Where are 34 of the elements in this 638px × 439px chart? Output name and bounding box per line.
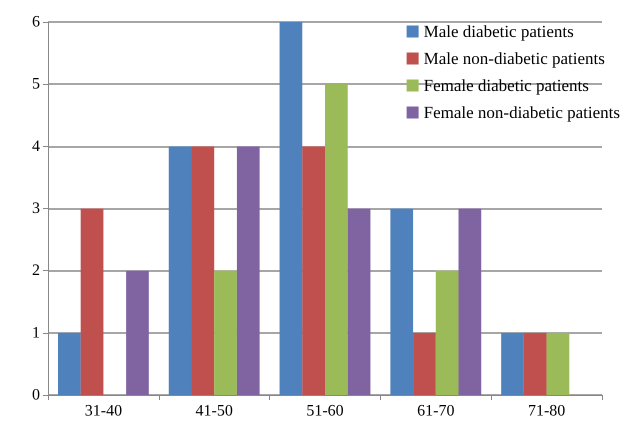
bar bbox=[390, 208, 414, 395]
x-tick-label: 61-70 bbox=[417, 402, 454, 420]
y-tick-label: 5 bbox=[32, 76, 40, 93]
x-tick-label: 31-40 bbox=[84, 402, 122, 420]
x-tick-label: 71-80 bbox=[528, 402, 566, 420]
bar bbox=[413, 332, 436, 395]
bar bbox=[280, 22, 302, 395]
bar bbox=[80, 208, 104, 395]
x-tick-label: 51-60 bbox=[306, 402, 344, 420]
y-tick-label: 1 bbox=[32, 324, 40, 342]
bar bbox=[302, 146, 325, 395]
bar bbox=[58, 332, 81, 395]
y-tick-label: 3 bbox=[32, 200, 40, 217]
bar bbox=[546, 332, 570, 395]
bar bbox=[236, 146, 260, 395]
legend-label: Male non-diabetic patients bbox=[424, 49, 605, 68]
bar bbox=[191, 146, 214, 395]
y-tick-label: 4 bbox=[32, 138, 40, 155]
bar bbox=[501, 332, 524, 395]
y-tick-label: 2 bbox=[32, 262, 40, 280]
y-tick-label: 6 bbox=[32, 14, 40, 30]
bar bbox=[524, 332, 547, 395]
legend-label: Female diabetic patients bbox=[424, 76, 589, 95]
bar bbox=[168, 146, 192, 395]
bar bbox=[348, 208, 370, 395]
bar bbox=[214, 270, 237, 395]
legend-label: Female non-diabetic patients bbox=[424, 103, 620, 122]
x-tick-label: 41-50 bbox=[196, 402, 233, 420]
bar bbox=[325, 84, 348, 395]
y-tick-label: 0 bbox=[32, 386, 40, 404]
bar bbox=[458, 208, 482, 395]
bar bbox=[436, 270, 459, 395]
legend-label: Male diabetic patients bbox=[424, 22, 574, 41]
bar bbox=[126, 270, 149, 395]
